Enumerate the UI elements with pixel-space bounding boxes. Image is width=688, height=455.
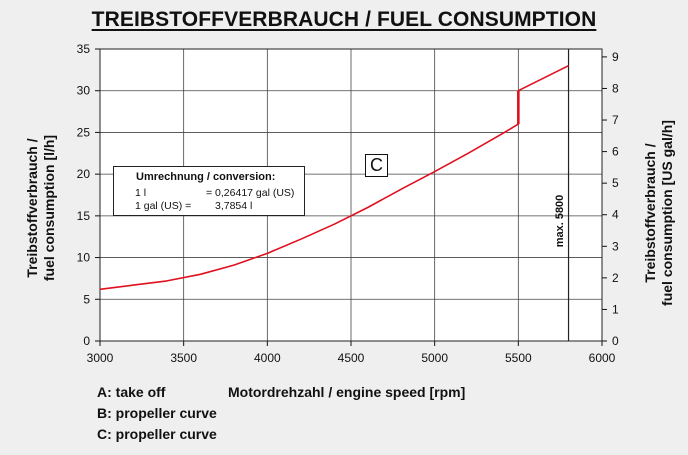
y-axis-left-label-line1: Treibstoffverbrauch /	[24, 138, 40, 278]
chart-title: TREIBSTOFFVERBRAUCH / FUEL CONSUMPTION	[91, 8, 597, 31]
y2-tick-label: 7	[612, 113, 619, 127]
legend-a: A: take off	[97, 384, 166, 400]
y-tick-label: 30	[77, 84, 91, 98]
y-tick-label: 35	[77, 42, 91, 56]
x-tick-label: 6000	[589, 351, 616, 365]
y-tick-label: 20	[77, 167, 91, 181]
series-line-c	[99, 64, 569, 291]
y-axis-left-label-line2: fuel consumption [l/h]	[41, 134, 57, 282]
y2-tick-label: 9	[612, 50, 619, 64]
y-tick-label: 0	[83, 334, 90, 348]
y-tick-label: 15	[77, 209, 91, 223]
x-tick-label: 4500	[338, 351, 365, 365]
x-tick-label: 3500	[170, 351, 197, 365]
y2-tick-label: 8	[612, 81, 619, 95]
y2-tick-label: 2	[612, 271, 619, 285]
x-tick-label: 4000	[254, 351, 281, 365]
conversion-title: Umrechnung / conversion:	[136, 171, 276, 183]
conversion-row-1: 1 l = 0,26417 gal (US)	[135, 187, 294, 199]
x-tick-label: 5500	[505, 351, 532, 365]
conversion-row2-right: 3,7854 l	[215, 200, 253, 212]
max-rpm-label: max. 5800	[554, 194, 566, 248]
y-axis-right-label-line2: fuel consumption [US gal/h]	[659, 120, 675, 306]
y-axis-right-label: Treibstoffverbrauch / fuel consumption […	[642, 120, 676, 306]
conversion-row-2: 1 gal (US) = 3,7854 l	[135, 200, 252, 212]
y2-tick-label: 4	[612, 208, 619, 222]
conversion-row1-right: = 0,26417 gal (US)	[206, 187, 295, 199]
conversion-row1-left: 1 l	[135, 187, 147, 199]
x-tick-label: 3000	[87, 351, 114, 365]
x-tick-label: 5000	[421, 351, 448, 365]
plot-frame	[99, 48, 603, 342]
y-axis-right-label-line1: Treibstoffverbrauch /	[642, 143, 658, 283]
curve-label-c: C	[365, 154, 388, 177]
conversion-row2-left: 1 gal (US) =	[135, 200, 192, 212]
y-tick-label: 5	[83, 292, 90, 306]
y2-tick-label: 3	[612, 239, 619, 253]
x-axis-label: Motordrehzahl / engine speed [rpm]	[228, 384, 466, 400]
conversion-box: Umrechnung / conversion: 1 l = 0,26417 g…	[113, 166, 305, 216]
legend-b: B: propeller curve	[97, 405, 217, 421]
y-tick-label: 10	[77, 251, 91, 265]
y2-tick-label: 5	[612, 176, 619, 190]
legend-c: C: propeller curve	[97, 426, 217, 442]
y-axis-left-label: Treibstoffverbrauch / fuel consumption […	[24, 135, 58, 281]
y2-tick-label: 0	[612, 334, 619, 348]
y2-tick-label: 6	[612, 145, 619, 159]
y2-tick-label: 1	[612, 302, 619, 316]
y-tick-label: 25	[77, 125, 91, 139]
